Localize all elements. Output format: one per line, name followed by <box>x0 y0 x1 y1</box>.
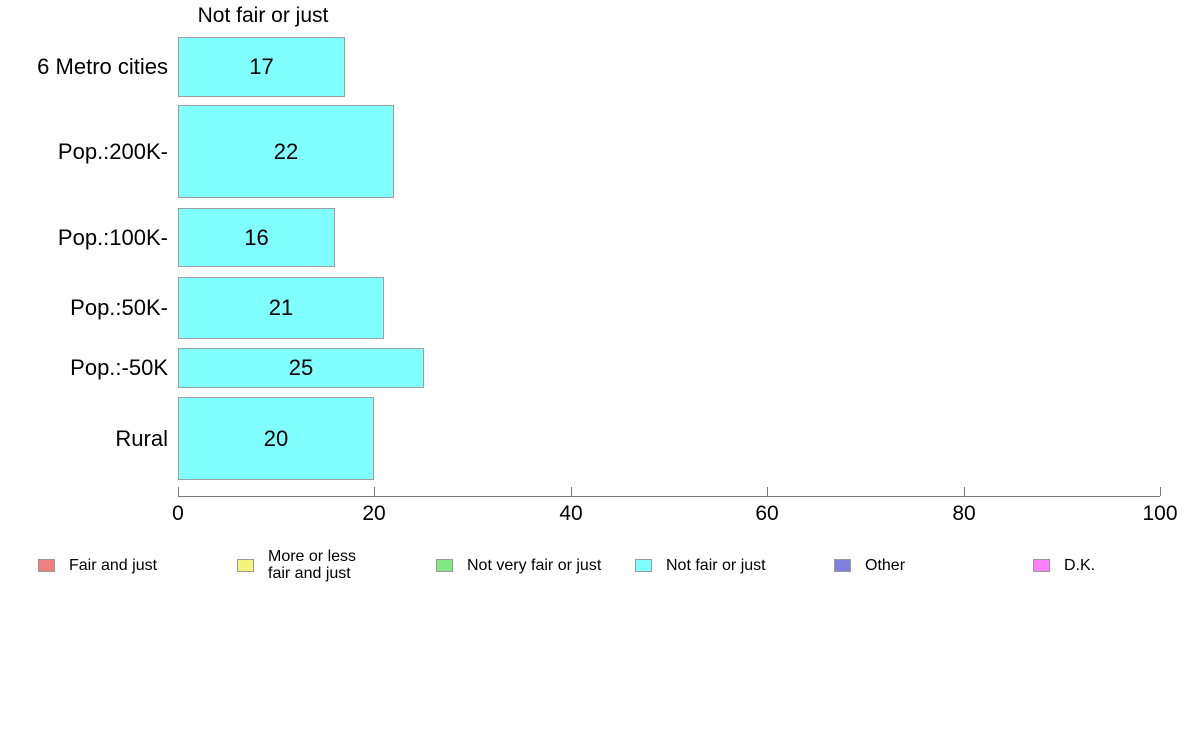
chart-title: Not fair or just <box>197 4 329 27</box>
x-axis-tick-label: 20 <box>362 502 386 525</box>
x-axis-tick-label: 100 <box>1142 502 1178 525</box>
bar-value-label: 21 <box>268 295 294 320</box>
legend-item: Not fair or just <box>635 541 766 589</box>
bar: 25 <box>178 348 424 388</box>
category-label: 6 Metro cities <box>37 54 168 79</box>
legend-item: Not very fair or just <box>436 541 601 589</box>
legend-label: D.K. <box>1064 556 1096 574</box>
bar-value-label: 16 <box>244 224 269 250</box>
x-axis-tick <box>571 487 572 496</box>
bar: 17 <box>178 37 345 97</box>
x-axis-tick <box>178 487 179 496</box>
bar: 21 <box>178 277 384 339</box>
bar-value-label: 22 <box>273 138 299 164</box>
bar: 16 <box>178 208 335 267</box>
x-axis-tick-label: 40 <box>559 502 583 525</box>
legend-swatch <box>436 558 453 572</box>
x-axis-line <box>178 496 1160 497</box>
bar-value-label: 17 <box>249 54 274 79</box>
legend-item: More or less fair and just <box>237 541 356 589</box>
category-label: Pop.:50K- <box>70 295 168 320</box>
legend-swatch <box>635 558 652 572</box>
legend-label: More or less fair and just <box>268 548 357 582</box>
legend-label: Not very fair or just <box>467 556 602 574</box>
legend-item: Fair and just <box>38 541 157 589</box>
bar-value-label: 25 <box>288 355 314 380</box>
x-axis-tick <box>964 487 965 496</box>
bar: 20 <box>178 397 374 480</box>
category-label: Rural <box>115 425 168 451</box>
bar: 22 <box>178 105 394 198</box>
legend-label: Other <box>865 556 906 574</box>
legend-swatch <box>38 558 55 572</box>
legend-item: D.K. <box>1033 541 1095 589</box>
category-label: Pop.:-50K <box>70 355 168 380</box>
x-axis-tick <box>1160 487 1161 496</box>
legend-swatch <box>1033 558 1050 572</box>
category-label: Pop.:100K- <box>57 224 168 250</box>
legend-swatch <box>237 558 254 572</box>
bar-value-label: 20 <box>263 425 289 451</box>
x-axis-tick-label: 60 <box>755 502 779 525</box>
legend-label: Fair and just <box>69 556 158 574</box>
x-axis-tick <box>767 487 768 496</box>
legend-item: Other <box>834 541 905 589</box>
x-axis-tick-label: 0 <box>172 502 184 525</box>
category-label: Pop.:200K- <box>57 138 168 164</box>
x-axis-tick <box>374 487 375 496</box>
x-axis-tick-label: 80 <box>952 502 976 525</box>
legend-label: Not fair or just <box>666 556 766 574</box>
legend-swatch <box>834 558 851 572</box>
